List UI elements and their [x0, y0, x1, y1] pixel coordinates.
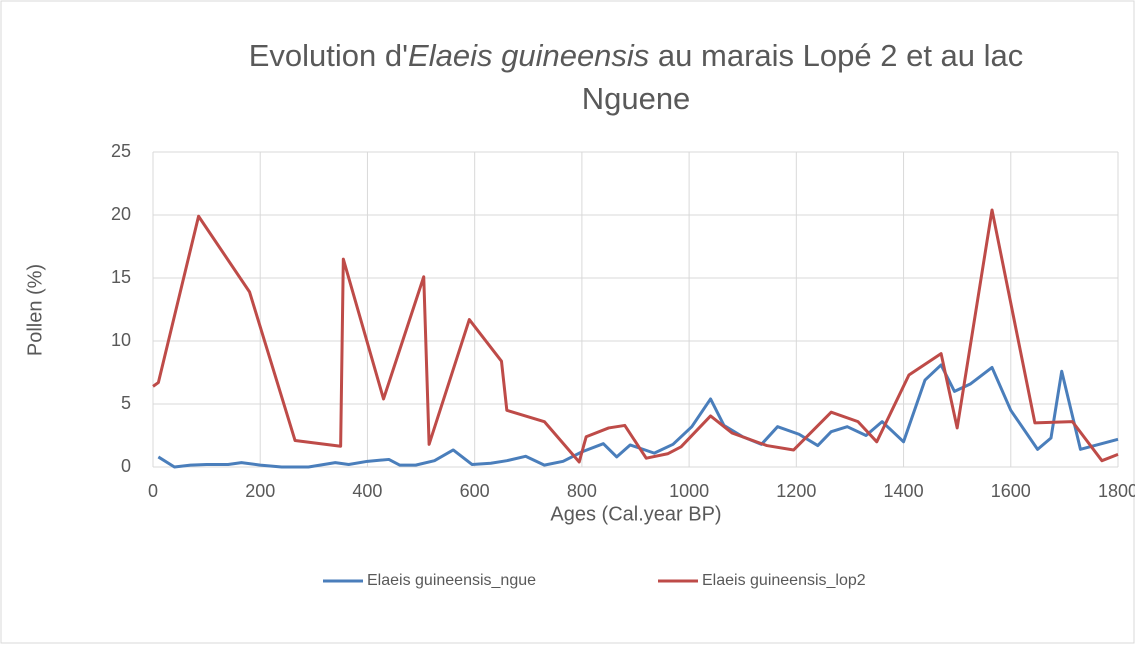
x-tick-label: 0: [148, 481, 158, 501]
chart-title: Nguene: [582, 81, 691, 116]
x-tick-label: 400: [352, 481, 382, 501]
y-tick-label: 20: [111, 204, 131, 224]
y-tick-label: 25: [111, 141, 131, 161]
y-tick-label: 15: [111, 267, 131, 287]
x-tick-label: 1600: [991, 481, 1031, 501]
x-tick-label: 600: [460, 481, 490, 501]
x-axis-label: Ages (Cal.year BP): [550, 503, 721, 525]
chart-title: Evolution d'Elaeis guineensis au marais …: [249, 38, 1024, 73]
x-tick-label: 800: [567, 481, 597, 501]
y-tick-label: 10: [111, 330, 131, 350]
y-tick-label: 0: [121, 456, 131, 476]
x-tick-label: 1200: [776, 481, 816, 501]
x-tick-label: 200: [245, 481, 275, 501]
x-tick-label: 1800: [1098, 481, 1135, 501]
x-tick-label: 1400: [884, 481, 924, 501]
y-tick-label: 5: [121, 393, 131, 413]
legend-label: Elaeis guineensis_lop2: [702, 572, 866, 589]
series-line: [152, 208, 1119, 464]
x-tick-label: 1000: [669, 481, 709, 501]
y-axis-label: Pollen (%): [24, 264, 46, 356]
legend-label: Elaeis guineensis_ngue: [367, 572, 536, 589]
